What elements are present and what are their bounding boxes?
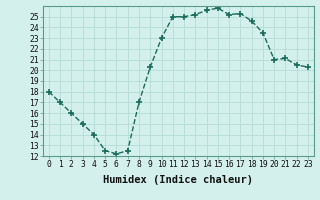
- X-axis label: Humidex (Indice chaleur): Humidex (Indice chaleur): [103, 175, 253, 185]
